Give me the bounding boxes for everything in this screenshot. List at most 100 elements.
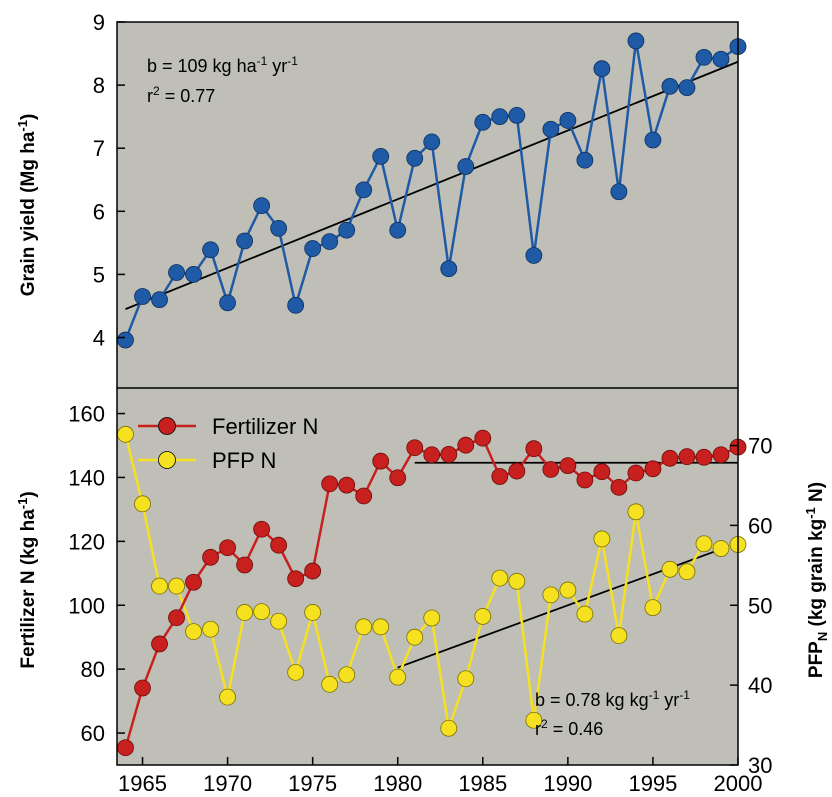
fertilizer-point-1995 xyxy=(644,460,662,478)
yield-point-1983 xyxy=(440,260,458,278)
yield-point-1975 xyxy=(304,240,322,257)
pfp-point-1965 xyxy=(134,495,151,513)
pfp-point-1975 xyxy=(304,604,322,621)
pfp-point-1970 xyxy=(219,688,236,706)
yield-point-1977 xyxy=(338,221,356,239)
yield-point-1980 xyxy=(389,221,407,239)
xtick-label-1975: 1975 xyxy=(288,771,337,796)
fertilizer-point-1964 xyxy=(117,739,134,757)
bottom-annotation-line1: b = 0.78 kg kg-1 yr-1 xyxy=(535,688,690,710)
bottom-y-axis-title: Fertilizer N (kg ha-1) xyxy=(15,491,39,668)
bottom-trendline-1 xyxy=(397,542,739,669)
pfp-point-1991 xyxy=(576,605,594,623)
bottom-ytick-label-60: 60 xyxy=(81,721,105,746)
bottom-y2-ticks: 30 40 50 60 70 xyxy=(730,434,772,778)
pfp-point-1985 xyxy=(474,608,492,625)
pfp-point-1999 xyxy=(712,540,730,557)
top-y-ticks: 4 5 6 7 8 9 xyxy=(93,10,125,351)
pfp-point-1986 xyxy=(491,569,509,587)
yield-point-1965 xyxy=(134,288,151,305)
yield-point-1974 xyxy=(287,296,305,314)
top-annotation-line1: b = 109 kg ha-1 yr-1 xyxy=(147,54,298,76)
yield-point-1996 xyxy=(661,77,679,95)
top-panel-background xyxy=(117,22,738,388)
fertilizer-point-1967 xyxy=(168,609,185,627)
pfp-point-1982 xyxy=(423,609,441,627)
yield-point-1998 xyxy=(695,48,713,66)
top-y-axis-title: Grain yield (Mg ha-1) xyxy=(15,114,39,297)
yield-point-1991 xyxy=(576,151,594,169)
bottom-series-group xyxy=(117,425,747,757)
pfp-point-1967 xyxy=(168,577,185,595)
fertilizer-point-1978 xyxy=(355,487,373,505)
pfp-point-1974 xyxy=(287,663,305,681)
pfp-point-1995 xyxy=(644,599,662,617)
fertilizer-point-1990 xyxy=(559,457,577,475)
yield-point-1993 xyxy=(610,183,628,201)
xtick-label-1980: 1980 xyxy=(373,771,422,796)
yield-point-1986 xyxy=(491,108,509,126)
pfp-point-1972 xyxy=(253,603,271,621)
top-annotation-line2: r2 = 0.77 xyxy=(147,84,215,106)
yield-point-1970 xyxy=(219,294,236,312)
yield-point-1990 xyxy=(559,112,577,129)
yield-point-1967 xyxy=(168,264,185,281)
bottom-y2-axis-title: PFPN (kg grain kg-1 N) xyxy=(803,482,830,678)
xtick-label-1970: 1970 xyxy=(203,771,252,796)
pfp-point-1989 xyxy=(542,586,560,604)
xtick-label-2000: 2000 xyxy=(714,771,763,796)
xtick-label-1985: 1985 xyxy=(458,771,507,796)
pfp-point-1996 xyxy=(661,560,679,578)
fertilizer-point-1981 xyxy=(406,439,424,457)
yield-point-1984 xyxy=(457,158,475,175)
pfp-point-1976 xyxy=(321,675,339,693)
bottom-ytick-label-80: 80 xyxy=(81,657,105,682)
pfp-point-1983 xyxy=(440,719,458,737)
bottom-ytick-label-140: 140 xyxy=(68,465,105,490)
yield-point-1966 xyxy=(151,291,168,309)
pfp-point-1997 xyxy=(678,563,696,581)
pfp-point-1990 xyxy=(559,581,577,599)
yield-point-1989 xyxy=(542,120,560,138)
bottom-ytick-label-120: 120 xyxy=(68,529,105,554)
bottom-y2tick-label-30: 30 xyxy=(748,753,772,778)
fertilizer-point-1991 xyxy=(576,471,594,489)
top-ytick-label-8: 8 xyxy=(93,73,105,98)
legend-label-pfp: PFP N xyxy=(212,448,276,473)
fertilizer-point-1988 xyxy=(525,440,543,458)
xtick-label-1995: 1995 xyxy=(628,771,677,796)
yield-point-1988 xyxy=(525,247,543,264)
top-ytick-label-4: 4 xyxy=(93,326,105,351)
pfp-point-1993 xyxy=(610,627,628,645)
fertilizer-point-1982 xyxy=(423,446,441,464)
fertilizer-point-1973 xyxy=(270,536,288,554)
bottom-panel: 60 80 100 120 140 160 30 40 50 60 70 1965 1970 1975… xyxy=(15,388,830,796)
fertilizer-point-1975 xyxy=(304,562,322,580)
yield-point-1969 xyxy=(202,241,219,259)
yield-point-1972 xyxy=(253,197,271,215)
top-trendline-group xyxy=(125,60,739,310)
yield-point-1978 xyxy=(355,181,373,199)
fertilizer-point-1997 xyxy=(678,448,696,466)
fertilizer-point-1994 xyxy=(627,464,645,482)
yield-point-1981 xyxy=(406,149,424,167)
fertilizer-point-1985 xyxy=(474,429,492,447)
fertilizer-point-1972 xyxy=(253,520,271,538)
yield-point-1982 xyxy=(423,133,441,151)
yield-point-1971 xyxy=(236,232,254,250)
yield-point-1979 xyxy=(372,148,390,165)
yield-point-1976 xyxy=(321,233,339,251)
yield-point-1973 xyxy=(270,219,288,237)
pfp-point-1979 xyxy=(372,618,390,636)
bottom-annotation-line2: r2 = 0.46 xyxy=(535,717,603,739)
top-ytick-label-9: 9 xyxy=(93,10,105,35)
xtick-label-1965: 1965 xyxy=(118,771,167,796)
fertilizer-point-1987 xyxy=(508,462,526,480)
pfp-point-1998 xyxy=(695,535,713,553)
x-ticks: 1965 1970 1975 1980 1985 1990 1995 2000 xyxy=(118,757,762,796)
fertilizer-point-1984 xyxy=(457,436,475,454)
bottom-y2tick-label-70: 70 xyxy=(748,434,772,459)
fertilizer-point-1986 xyxy=(491,468,509,485)
pfp-point-1966 xyxy=(151,577,168,595)
